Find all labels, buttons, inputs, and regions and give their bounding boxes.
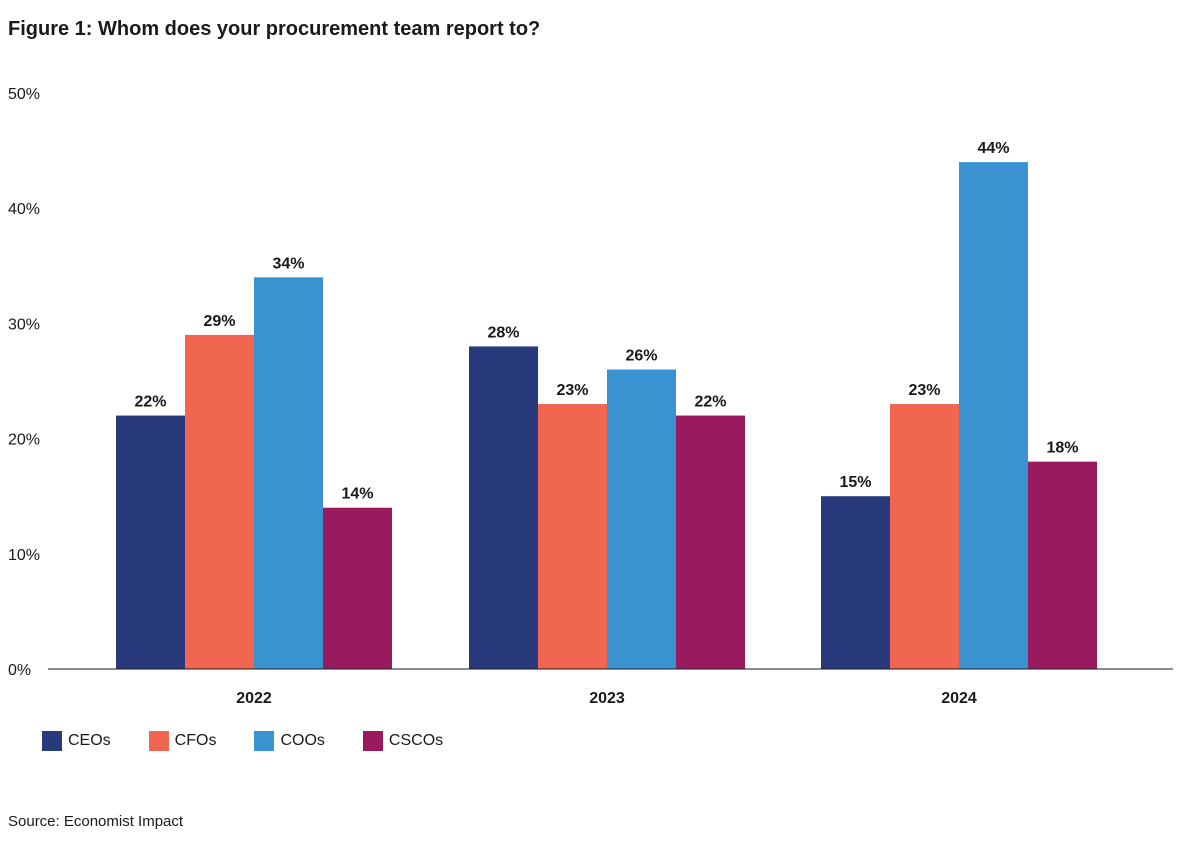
- legend-item-cscos: CSCOs: [362, 731, 444, 751]
- legend-item-ceos: CEOs: [42, 731, 111, 751]
- y-tick-label: 30%: [8, 316, 40, 333]
- legend-swatch: [148, 731, 169, 751]
- x-category-label: 2022: [236, 690, 272, 707]
- bar-cfos-2022: [185, 334, 254, 669]
- legend-label: CEOs: [68, 732, 111, 749]
- y-tick-label: 0%: [8, 662, 31, 679]
- bar-coos-2022: [254, 277, 323, 669]
- data-label: 15%: [839, 474, 871, 491]
- data-label: 22%: [694, 394, 726, 411]
- legend-label: COOs: [280, 732, 325, 749]
- x-category-label: 2023: [589, 690, 625, 707]
- bar-cscos-2024: [1028, 461, 1097, 669]
- bar-cscos-2022: [323, 507, 392, 669]
- bars: [116, 162, 1097, 669]
- y-tick-label: 20%: [8, 432, 40, 449]
- bar-cscos-2023: [676, 415, 745, 669]
- y-tick-label: 40%: [8, 201, 40, 218]
- bar-cfos-2023: [538, 404, 607, 669]
- legend-label: CFOs: [174, 732, 217, 749]
- data-label: 34%: [272, 255, 304, 272]
- data-label: 23%: [556, 382, 588, 399]
- data-label: 26%: [625, 347, 657, 364]
- data-label: 29%: [203, 313, 235, 330]
- bar-cfos-2024: [890, 404, 959, 669]
- x-category-label: 2024: [941, 690, 977, 707]
- y-tick-label: 50%: [8, 86, 40, 103]
- legend-item-cfos: CFOs: [148, 731, 217, 751]
- y-axis: 0% 10% 20% 30% 40% 50%: [8, 86, 40, 679]
- legend: CEOs CFOs COOs CSCOs: [42, 731, 481, 751]
- bar-ceos-2022: [116, 415, 185, 669]
- legend-swatch: [42, 731, 62, 751]
- data-label: 44%: [977, 140, 1009, 157]
- source-note: Source: Economist Impact: [8, 813, 184, 830]
- data-label: 28%: [487, 324, 519, 341]
- data-labels: 22% 29% 34% 14% 28% 23% 26% 22% 15% 23% 44% 18%: [134, 140, 1078, 503]
- data-label: 14%: [341, 486, 373, 503]
- x-axis: 2022 2023 2024: [236, 690, 977, 707]
- data-label: 18%: [1046, 440, 1078, 457]
- legend-label: CSCOs: [388, 732, 444, 749]
- bar-coos-2024: [959, 162, 1028, 669]
- legend-item-coos: COOs: [254, 731, 325, 751]
- legend-swatch: [254, 731, 275, 751]
- y-tick-label: 10%: [8, 547, 40, 564]
- data-label: 22%: [134, 394, 166, 411]
- legend-swatch: [362, 731, 383, 751]
- data-label: 23%: [908, 382, 940, 399]
- bar-coos-2023: [607, 369, 676, 669]
- chart-title: Figure 1: Whom does your procurement tea…: [8, 18, 541, 40]
- bar-ceos-2024: [821, 496, 890, 669]
- bar-ceos-2023: [469, 346, 538, 669]
